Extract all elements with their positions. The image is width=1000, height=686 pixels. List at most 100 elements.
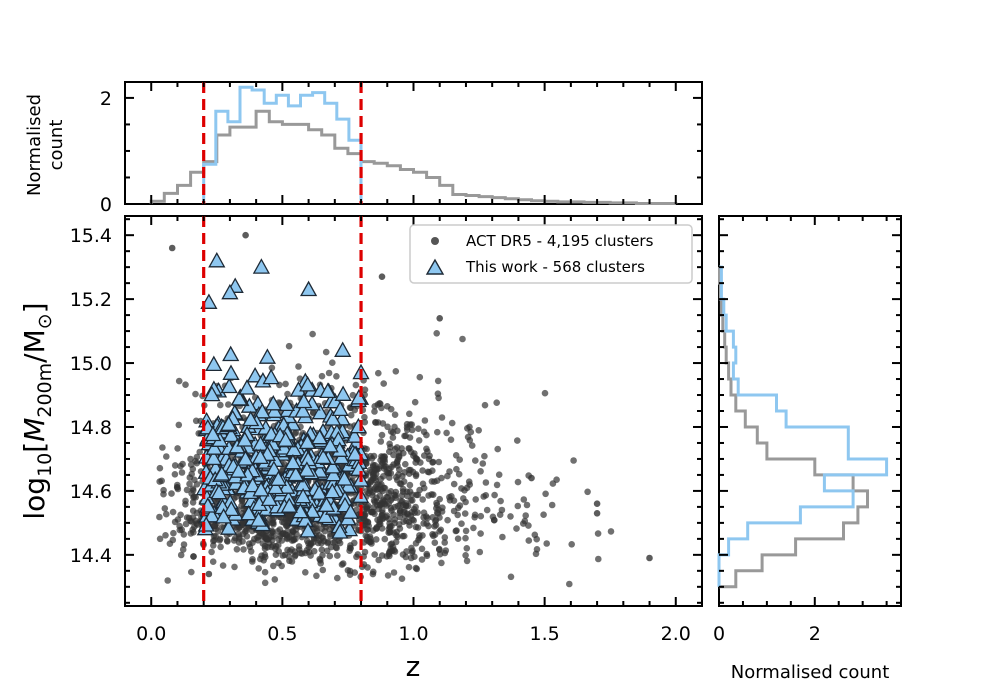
act-dr5-point [193, 459, 201, 467]
act-dr5-point [482, 479, 490, 486]
act-dr5-point [402, 460, 409, 468]
this-work-point [324, 465, 343, 482]
act-dr5-point [163, 510, 170, 518]
act-dr5-point [171, 462, 179, 469]
act-dr5-point [480, 493, 488, 500]
act-dr5-point [183, 486, 191, 494]
right-hist-this-work [717, 265, 889, 587]
act-dr5-point [481, 401, 489, 409]
act-dr5-point [288, 558, 296, 565]
act-dr5-point [180, 541, 188, 548]
this-work-point [324, 458, 342, 474]
act-dr5-point [187, 461, 195, 469]
this-work-point [205, 439, 223, 455]
act-dr5-point [161, 505, 169, 512]
act-dr5-point [414, 509, 421, 516]
this-work-point [299, 280, 318, 297]
this-work-point [262, 368, 280, 385]
act-dr5-point [462, 552, 469, 559]
top-histogram-panel: 02 Normalised count [24, 81, 703, 216]
this-work-point [277, 395, 296, 412]
act-dr5-point [419, 496, 427, 503]
act-dr5-point [421, 417, 429, 424]
act-dr5-point [188, 470, 195, 478]
act-dr5-point [394, 476, 401, 484]
act-dr5-point [594, 530, 602, 537]
act-dr5-point [217, 543, 224, 551]
act-dr5-point [374, 419, 382, 426]
act-dr5-point [384, 423, 391, 431]
this-work-point [244, 476, 262, 493]
this-work-point [260, 490, 279, 507]
legend-marker-act [431, 237, 439, 245]
act-dr5-point [233, 546, 241, 553]
act-dr5-point [205, 570, 213, 578]
act-dr5-point [433, 330, 441, 337]
act-dr5-point [595, 555, 602, 563]
act-dr5-point [186, 480, 193, 488]
act-dr5-point [406, 481, 414, 489]
act-dr5-point [224, 538, 231, 545]
act-dr5-point [253, 534, 261, 541]
act-dr5-point [279, 552, 287, 559]
act-dr5-point [275, 559, 282, 567]
act-dr5-point [409, 491, 416, 499]
legend-marker-this-work [425, 258, 445, 275]
act-dr5-point [390, 511, 397, 518]
act-dr5-point [419, 467, 426, 474]
act-dr5-point [499, 533, 506, 541]
act-dr5-point [528, 474, 535, 482]
this-work-point [350, 389, 368, 405]
act-dr5-point [347, 411, 355, 419]
act-dr5-point [438, 559, 445, 567]
act-dr5-point [363, 526, 371, 533]
this-work-point [287, 465, 305, 482]
act-dr5-point [194, 521, 201, 528]
act-dr5-point [322, 348, 330, 356]
top-axis-ticks: 02 [100, 82, 703, 216]
act-dr5-point [459, 335, 466, 343]
right-x-tick-label: 2 [809, 623, 821, 645]
act-dr5-point [210, 542, 217, 549]
top-ylabel-line2: count [46, 120, 67, 171]
this-work-point [213, 465, 231, 481]
act-dr5-point [466, 423, 473, 431]
this-work-point [296, 511, 315, 527]
this-work-point [278, 478, 296, 494]
act-dr5-point [386, 524, 394, 531]
act-dr5-point [438, 414, 446, 421]
act-dr5-point [379, 514, 387, 522]
act-dr5-point [196, 448, 203, 456]
act-dr5-point [326, 552, 334, 560]
this-work-point [319, 382, 337, 399]
act-dr5-point [235, 533, 243, 540]
y-tick-label: 14.6 [70, 481, 112, 503]
act-dr5-point [434, 428, 441, 436]
act-dr5-point [295, 363, 302, 370]
act-dr5-point [179, 460, 186, 468]
act-dr5-point [393, 532, 400, 539]
act-dr5-point [333, 544, 340, 552]
this-work-point [294, 487, 312, 504]
main-scatter-panel: 0.0 0.5 1.0 1.5 2.014.414.614.815.015.215.4 … [18, 215, 703, 683]
act-dr5-point [179, 546, 187, 553]
act-dr5-point [382, 463, 390, 471]
act-dr5-point [450, 480, 458, 488]
act-dr5-point [525, 537, 533, 544]
act-dr5-point [418, 545, 426, 553]
act-dr5-point [190, 529, 197, 536]
this-work-point [299, 376, 317, 392]
this-work-point [242, 410, 260, 427]
act-dr5-point [318, 372, 326, 380]
act-dr5-point [209, 558, 217, 565]
act-dr5-point [190, 487, 197, 494]
act-dr5-point [168, 244, 176, 252]
act-dr5-point [390, 461, 397, 468]
right-x-tick-label: 0 [713, 623, 725, 645]
this-work-point [252, 258, 271, 274]
act-dr5-point [514, 478, 522, 486]
act-dr5-point [472, 457, 479, 464]
act-dr5-point [160, 490, 167, 498]
act-dr5-point [381, 535, 389, 543]
top-hist-this-work [202, 85, 363, 204]
